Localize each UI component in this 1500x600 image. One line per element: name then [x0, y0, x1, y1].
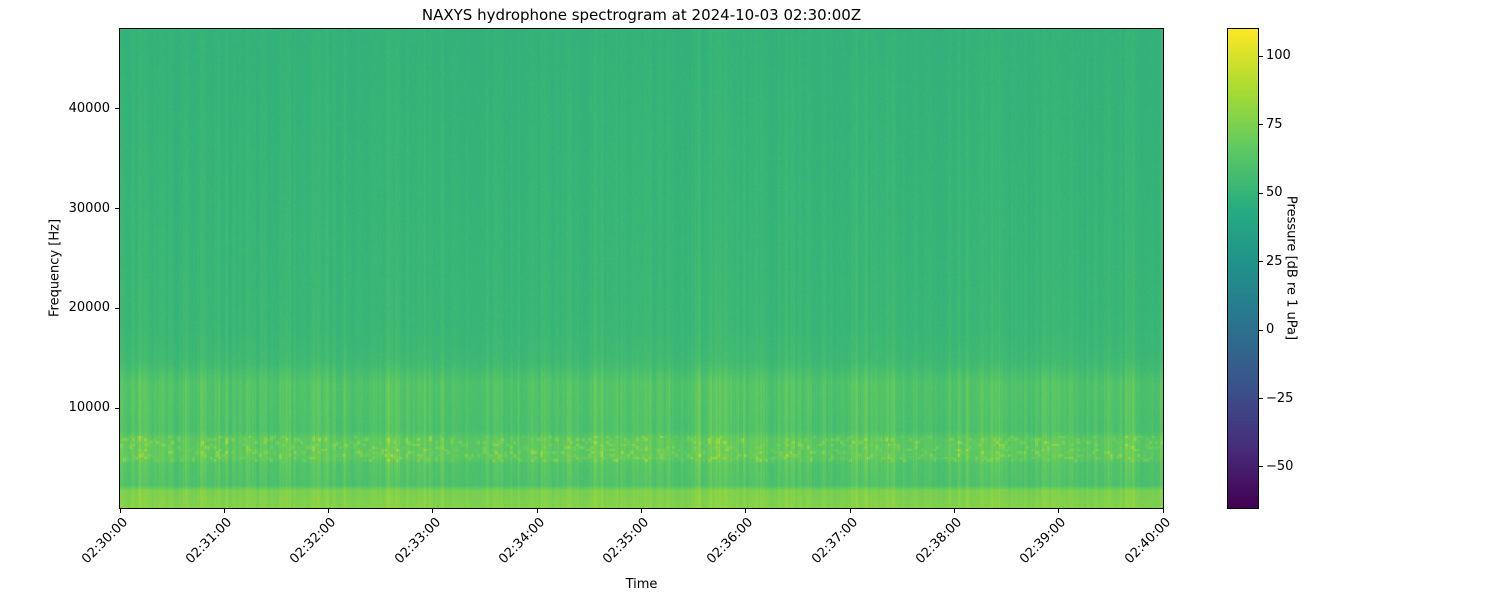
- x-tick-label-text: 02:32:00: [287, 515, 340, 567]
- y-axis-label: Frequency [Hz]: [47, 218, 63, 318]
- x-tick-label-text: 02:34:00: [495, 515, 548, 567]
- colorbar-tick-mark: [1259, 466, 1263, 468]
- x-tick-mark: [849, 509, 851, 513]
- colorbar-tick-mark: [1259, 329, 1263, 331]
- colorbar-tick-label: 50: [1266, 185, 1283, 201]
- colorbar-tick-label: −50: [1266, 458, 1294, 474]
- colorbar-frame: [1227, 28, 1259, 509]
- x-axis-label: Time: [625, 577, 658, 592]
- y-tick-label: 10000: [68, 400, 110, 416]
- x-tick-mark: [641, 509, 642, 513]
- colorbar-label: Pressure [dB re 1 uPa]: [1283, 195, 1299, 341]
- x-tick-label-text: 02:36:00: [704, 515, 757, 567]
- colorbar-tick-label: 75: [1266, 116, 1283, 132]
- colorbar-tick-label: 100: [1266, 48, 1291, 64]
- x-tick-mark: [432, 509, 434, 513]
- x-tick-label-text: 02:35:00: [600, 515, 653, 567]
- colorbar-tick-label: 25: [1266, 253, 1283, 269]
- x-tick-label-text: 02:40:00: [1121, 515, 1174, 567]
- spectrogram-heatmap: [120, 29, 1163, 508]
- y-tick-label: 20000: [68, 300, 110, 316]
- y-tick-mark: [115, 108, 119, 110]
- y-tick-mark: [115, 407, 119, 409]
- x-tick-label-text: 02:33:00: [391, 515, 444, 567]
- x-tick-mark: [223, 509, 225, 513]
- plot-frame: [119, 28, 1164, 509]
- colorbar-gradient: [1228, 29, 1258, 508]
- chart-title: NAXYS hydrophone spectrogram at 2024-10-…: [421, 6, 862, 24]
- x-tick-label-text: 02:38:00: [913, 515, 965, 567]
- colorbar-tick-label: 0: [1266, 322, 1275, 338]
- y-tick-mark: [115, 307, 119, 309]
- y-tick-mark: [115, 208, 119, 210]
- colorbar-tick-label: −25: [1266, 390, 1294, 406]
- x-tick-label-text: 02:30:00: [78, 515, 131, 567]
- x-tick-label-text: 02:31:00: [183, 515, 235, 567]
- colorbar-tick-mark: [1259, 261, 1263, 263]
- x-tick-mark: [745, 509, 747, 513]
- colorbar-tick-mark: [1259, 398, 1263, 399]
- x-tick-mark: [119, 509, 121, 513]
- y-tick-label: 40000: [68, 100, 110, 116]
- y-tick-label: 30000: [68, 200, 110, 216]
- x-tick-mark: [953, 509, 955, 513]
- x-tick-mark: [536, 509, 538, 513]
- colorbar-tick-mark: [1259, 124, 1263, 126]
- x-tick-mark: [328, 509, 330, 513]
- x-tick-label-text: 02:39:00: [1017, 515, 1070, 567]
- x-tick-mark: [1162, 509, 1164, 513]
- x-tick-label-text: 02:37:00: [808, 515, 861, 567]
- colorbar-tick-mark: [1259, 55, 1263, 57]
- x-tick-mark: [1058, 509, 1060, 513]
- colorbar-tick-mark: [1259, 192, 1263, 194]
